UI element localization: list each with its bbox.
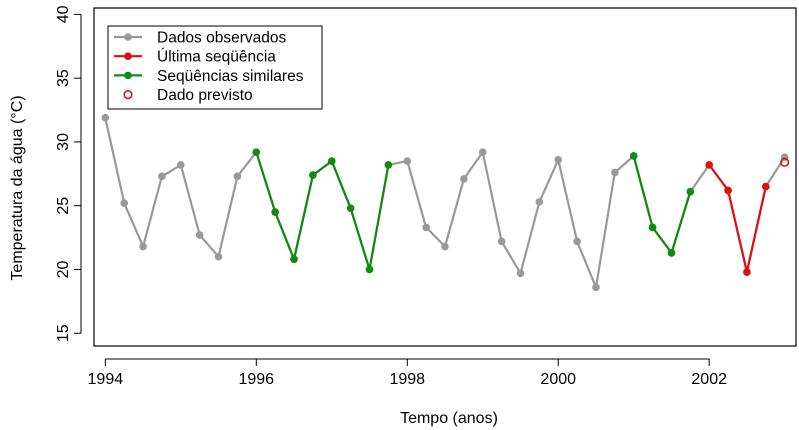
observed-point	[554, 155, 563, 164]
observed-point	[573, 237, 581, 246]
similar-sequence-point	[667, 249, 676, 257]
observed-point	[592, 283, 600, 292]
observed-point	[158, 172, 166, 181]
similar-sequence-point	[686, 187, 695, 196]
observed-point	[120, 199, 128, 207]
similar-sequence-point	[327, 157, 336, 165]
legend-label: Dados observados	[157, 30, 286, 47]
observed-line	[104, 117, 786, 289]
legend-swatch-open-circle	[123, 89, 133, 100]
plot-frame	[93, 7, 797, 347]
x-tick-label: 1996	[238, 371, 274, 388]
last-sequence-point	[705, 161, 713, 169]
observed-point	[422, 223, 430, 232]
legend-swatch-dot	[124, 33, 132, 41]
x-tick-label: 1998	[389, 371, 425, 388]
similar-sequence-point	[309, 171, 317, 179]
observed-point	[139, 242, 147, 251]
predicted-point	[780, 157, 790, 167]
x-tick-label: 2000	[540, 371, 576, 388]
observed-point	[233, 172, 242, 181]
last-sequence-point	[762, 182, 770, 191]
last-sequence-point	[743, 268, 751, 276]
similar-sequence-point	[365, 265, 374, 274]
last-sequence-line	[708, 164, 767, 274]
observed-point	[535, 198, 544, 206]
legend-box	[107, 25, 323, 110]
observed-point	[441, 242, 449, 251]
observed-point	[516, 269, 525, 278]
similar-sequence-point	[271, 208, 279, 216]
y-tick-label: 35	[55, 69, 72, 87]
observed-point	[101, 113, 110, 122]
observed-point	[460, 175, 468, 183]
legend-swatch-dot	[124, 52, 132, 60]
last-sequence-point	[724, 186, 732, 195]
similar-sequence-line	[632, 155, 692, 254]
legend-label: Última seqüência	[157, 49, 276, 66]
similar-sequence-point	[384, 161, 393, 169]
x-tick-label: 2002	[691, 371, 727, 388]
y-tick-label: 20	[55, 260, 72, 278]
y-tick-label: 40	[55, 5, 72, 23]
similar-sequence-point	[629, 152, 638, 160]
observed-point	[497, 237, 506, 246]
series-layer	[101, 113, 790, 292]
observed-point	[214, 252, 223, 261]
x-tick-label: 1994	[88, 371, 124, 388]
observed-point	[611, 168, 619, 177]
similar-sequence-line	[255, 151, 390, 271]
observed-point	[177, 161, 185, 169]
observed-point	[403, 157, 412, 165]
y-tick-label: 25	[55, 197, 72, 215]
y-tick-label: 30	[55, 133, 72, 151]
legend-swatch-dot	[124, 71, 132, 80]
y-tick-label: 15	[55, 324, 72, 342]
observed-point	[195, 231, 204, 239]
legend-label: Dado previsto	[157, 87, 253, 104]
x-axis-label: Tempo (anos)	[400, 410, 498, 427]
legend-label: Seqüências similares	[157, 68, 304, 85]
legend: Dados observados Última seqüência Seqüênci…	[107, 25, 323, 110]
similar-sequence-point	[648, 223, 657, 232]
y-axis-label: Temperatura da água (°C)	[9, 95, 26, 280]
similar-sequence-point	[346, 204, 355, 213]
similar-sequence-point	[252, 148, 261, 156]
plot-border	[93, 7, 797, 347]
axes: 1994 1996 1998 2000 2002 15 20 25 30 35 40	[55, 5, 727, 388]
similar-sequence-point	[290, 255, 298, 264]
observed-point	[478, 148, 487, 156]
